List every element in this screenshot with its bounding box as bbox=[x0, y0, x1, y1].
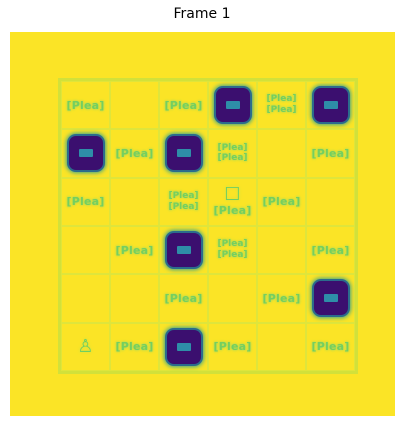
piece-core bbox=[78, 149, 93, 158]
cell-label: [Plea] bbox=[311, 146, 350, 160]
game-piece[interactable] bbox=[68, 136, 103, 171]
board-cell[interactable] bbox=[257, 322, 306, 371]
cell-label: [Plea] bbox=[164, 291, 203, 305]
board-cell[interactable]: [Plea] bbox=[110, 225, 159, 275]
game-canvas: [Plea] [Plea] [Plea] [Plea] [Plea] [Plea] [Ple… bbox=[10, 32, 395, 416]
board-cell[interactable] bbox=[208, 274, 257, 323]
board-cell[interactable] bbox=[208, 81, 257, 130]
game-piece[interactable] bbox=[215, 88, 250, 123]
cell-label: [Plea] bbox=[213, 204, 252, 218]
cell-label: [Plea] bbox=[115, 146, 154, 160]
board-cell[interactable]: ☐ [Plea] bbox=[208, 177, 257, 226]
cell-label: [Plea] bbox=[217, 250, 248, 261]
cell-label: [Plea] bbox=[164, 98, 203, 112]
board-cell[interactable]: [Plea] bbox=[159, 81, 208, 130]
board-cell[interactable]: [Plea] bbox=[257, 274, 306, 323]
cell-label: [Plea] bbox=[217, 142, 248, 153]
board-cell[interactable] bbox=[110, 81, 159, 130]
board-cell[interactable] bbox=[159, 225, 208, 275]
person-icon: ♙ bbox=[77, 335, 94, 357]
board-cell[interactable]: [Plea] bbox=[306, 322, 355, 371]
cell-label: [Plea] bbox=[115, 340, 154, 354]
board-cell[interactable]: ♙ bbox=[61, 322, 110, 371]
cell-label: [Plea] bbox=[217, 239, 248, 250]
board-cell[interactable] bbox=[306, 81, 355, 130]
cell-label: [Plea] bbox=[168, 201, 199, 212]
cell-label: [Plea] bbox=[311, 243, 350, 257]
board-cell[interactable] bbox=[110, 177, 159, 226]
board-cell[interactable]: [Plea] bbox=[306, 129, 355, 178]
cell-label: [Plea] bbox=[262, 291, 301, 305]
cell-label: [Plea] bbox=[266, 94, 297, 105]
game-piece[interactable] bbox=[166, 136, 201, 171]
board-cell[interactable] bbox=[257, 225, 306, 275]
cell-label: [Plea] bbox=[213, 340, 252, 354]
piece-core bbox=[176, 149, 191, 158]
game-piece[interactable] bbox=[313, 88, 348, 123]
cell-label: [Plea] bbox=[66, 195, 105, 209]
cell-label: [Plea] bbox=[217, 153, 248, 164]
board-cell[interactable] bbox=[306, 177, 355, 226]
game-piece[interactable] bbox=[166, 233, 201, 268]
board-cell[interactable]: [Plea] bbox=[110, 322, 159, 371]
cell-label: [Plea] bbox=[266, 105, 297, 116]
cell-label: [Plea] bbox=[262, 195, 301, 209]
board-cell[interactable]: [Plea] bbox=[208, 322, 257, 371]
piece-core bbox=[323, 101, 338, 110]
board-cell[interactable]: [Plea] bbox=[61, 81, 110, 130]
cell-label: [Plea] bbox=[66, 98, 105, 112]
board-cell[interactable] bbox=[257, 129, 306, 178]
piece-core bbox=[323, 294, 338, 303]
board-cell[interactable] bbox=[159, 322, 208, 371]
frame-title: Frame 1 bbox=[173, 6, 231, 22]
piece-core bbox=[176, 342, 191, 351]
game-piece[interactable] bbox=[313, 281, 348, 316]
piece-core bbox=[176, 246, 191, 255]
board-cell[interactable]: [Plea] [Plea] bbox=[159, 177, 208, 226]
board-cell[interactable] bbox=[61, 225, 110, 275]
robot-icon: ☐ bbox=[224, 184, 241, 206]
board-cell[interactable] bbox=[159, 129, 208, 178]
cell-label: [Plea] bbox=[168, 191, 199, 202]
board-cell[interactable]: [Plea] [Plea] bbox=[257, 81, 306, 130]
cell-label: [Plea] bbox=[115, 243, 154, 257]
board-cell[interactable] bbox=[61, 129, 110, 178]
board-cell[interactable]: [Plea] bbox=[61, 177, 110, 226]
board-cell[interactable] bbox=[110, 274, 159, 323]
board-cell[interactable]: [Plea] bbox=[110, 129, 159, 178]
board-cell[interactable]: [Plea] bbox=[306, 225, 355, 275]
board-cell[interactable]: [Plea] bbox=[257, 177, 306, 226]
cell-label: [Plea] bbox=[311, 340, 350, 354]
board-cell[interactable]: [Plea] [Plea] bbox=[208, 225, 257, 275]
board-cell[interactable]: [Plea] [Plea] bbox=[208, 129, 257, 178]
board-cell[interactable] bbox=[306, 274, 355, 323]
board-cell[interactable] bbox=[61, 274, 110, 323]
piece-core bbox=[225, 101, 240, 110]
game-board: [Plea] [Plea] [Plea] [Plea] [Plea] [Plea] [Ple… bbox=[58, 78, 358, 374]
board-cell[interactable]: [Plea] bbox=[159, 274, 208, 323]
game-piece[interactable] bbox=[166, 329, 201, 364]
